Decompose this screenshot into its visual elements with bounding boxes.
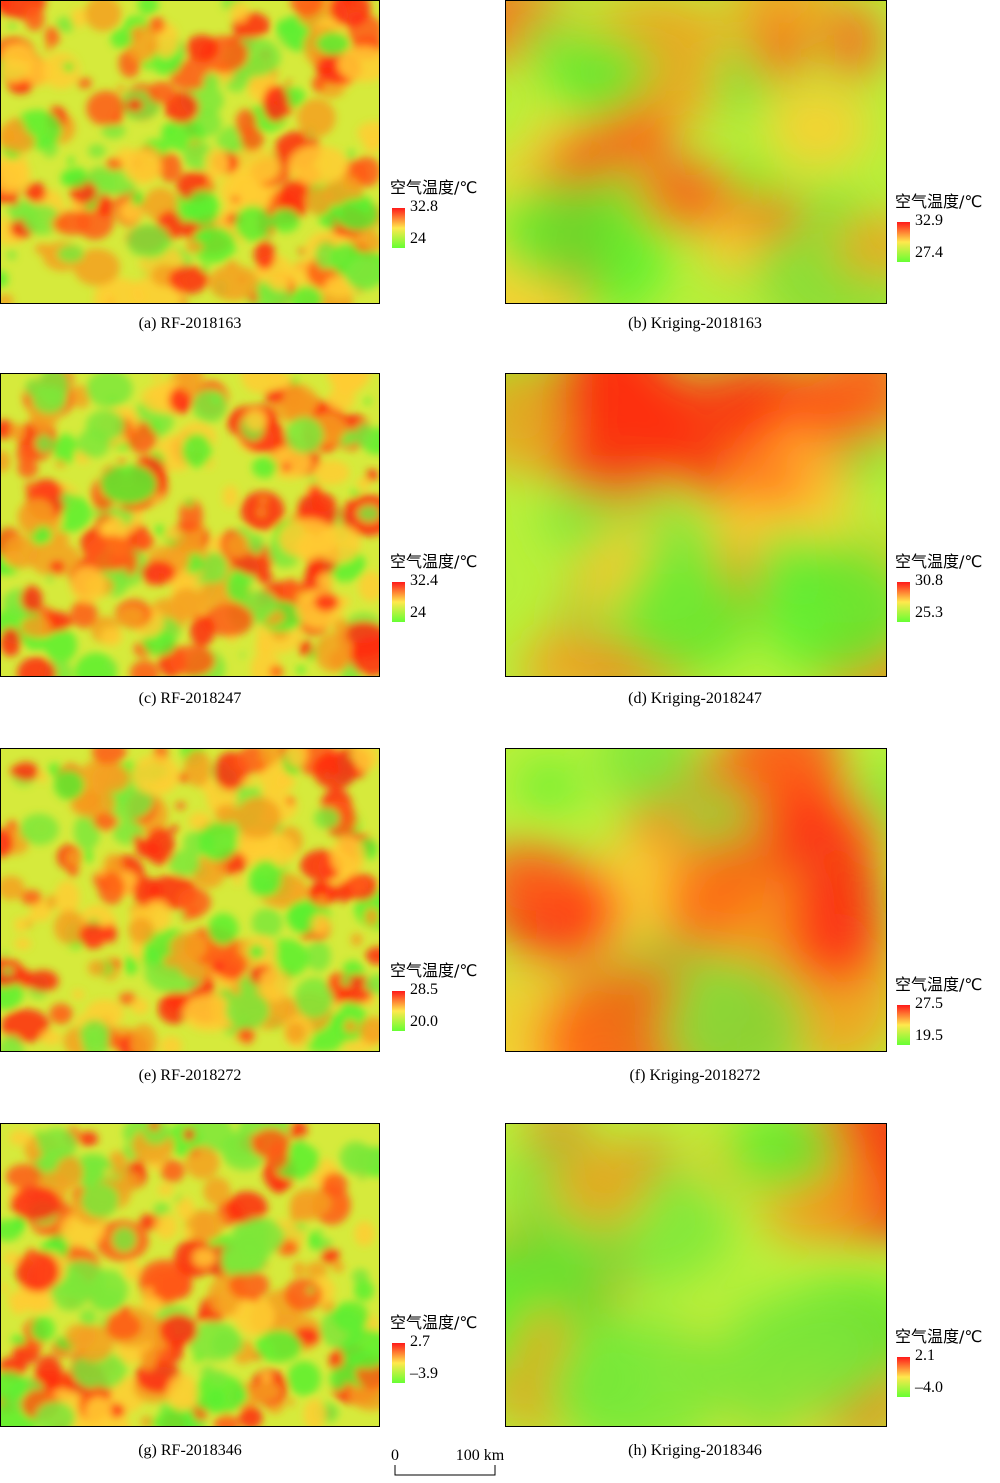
map-raster	[505, 0, 887, 304]
panel-caption: (a) RF-2018163	[138, 315, 242, 332]
panel-caption: (g) RF-2018346	[138, 1442, 242, 1459]
legend-max: 28.5	[410, 981, 438, 998]
legend-title: 空气温度/℃	[390, 1313, 478, 1332]
legend-colorbar	[897, 1005, 910, 1045]
legend-min: 20.0	[410, 1013, 438, 1030]
legend-max: 27.5	[915, 995, 943, 1012]
panel-caption: (b) Kriging-2018163	[628, 315, 762, 332]
legend-min: 25.3	[915, 604, 943, 621]
legend-min: 27.4	[915, 244, 943, 261]
scale-end: 100 km	[456, 1447, 505, 1464]
map-raster	[0, 748, 380, 1052]
map-raster	[0, 373, 380, 677]
legend-max: 32.8	[410, 198, 438, 215]
legend-title: 空气温度/℃	[895, 552, 983, 571]
legend-colorbar	[392, 208, 405, 248]
map-raster	[505, 1123, 887, 1427]
map-raster	[505, 748, 887, 1052]
legend-title: 空气温度/℃	[390, 178, 478, 197]
legend-colorbar	[897, 222, 910, 262]
legend-min: 24	[410, 604, 426, 621]
legend-colorbar	[392, 991, 405, 1031]
panel-caption: (d) Kriging-2018247	[628, 690, 762, 707]
panel-caption: (c) RF-2018247	[138, 690, 242, 707]
legend-min: –4.0	[915, 1379, 943, 1396]
legend-min: 24	[410, 230, 426, 247]
map-raster	[0, 0, 380, 304]
legend-max: 30.8	[915, 572, 943, 589]
legend-min: 19.5	[915, 1027, 943, 1044]
legend-title: 空气温度/℃	[390, 961, 478, 980]
map-raster	[505, 373, 887, 677]
legend-colorbar	[392, 1343, 405, 1383]
legend-min: –3.9	[410, 1365, 438, 1382]
legend-max: 32.9	[915, 212, 943, 229]
legend-colorbar	[392, 582, 405, 622]
legend-colorbar	[897, 582, 910, 622]
map-raster	[0, 1123, 380, 1427]
legend-title: 空气温度/℃	[390, 552, 478, 571]
panel-caption: (h) Kriging-2018346	[628, 1442, 762, 1459]
legend-title: 空气温度/℃	[895, 975, 983, 994]
legend-title: 空气温度/℃	[895, 1327, 983, 1346]
legend-colorbar	[897, 1357, 910, 1397]
panel-caption: (f) Kriging-2018272	[629, 1067, 761, 1084]
panel-caption: (e) RF-2018272	[138, 1067, 242, 1084]
legend-max: 32.4	[410, 572, 438, 589]
scale-bar: 0 100 km	[391, 1447, 505, 1476]
legend-max: 2.1	[915, 1347, 935, 1364]
legend-title: 空气温度/℃	[895, 192, 983, 211]
scale-start: 0	[391, 1447, 399, 1464]
legend-max: 2.7	[410, 1333, 430, 1350]
